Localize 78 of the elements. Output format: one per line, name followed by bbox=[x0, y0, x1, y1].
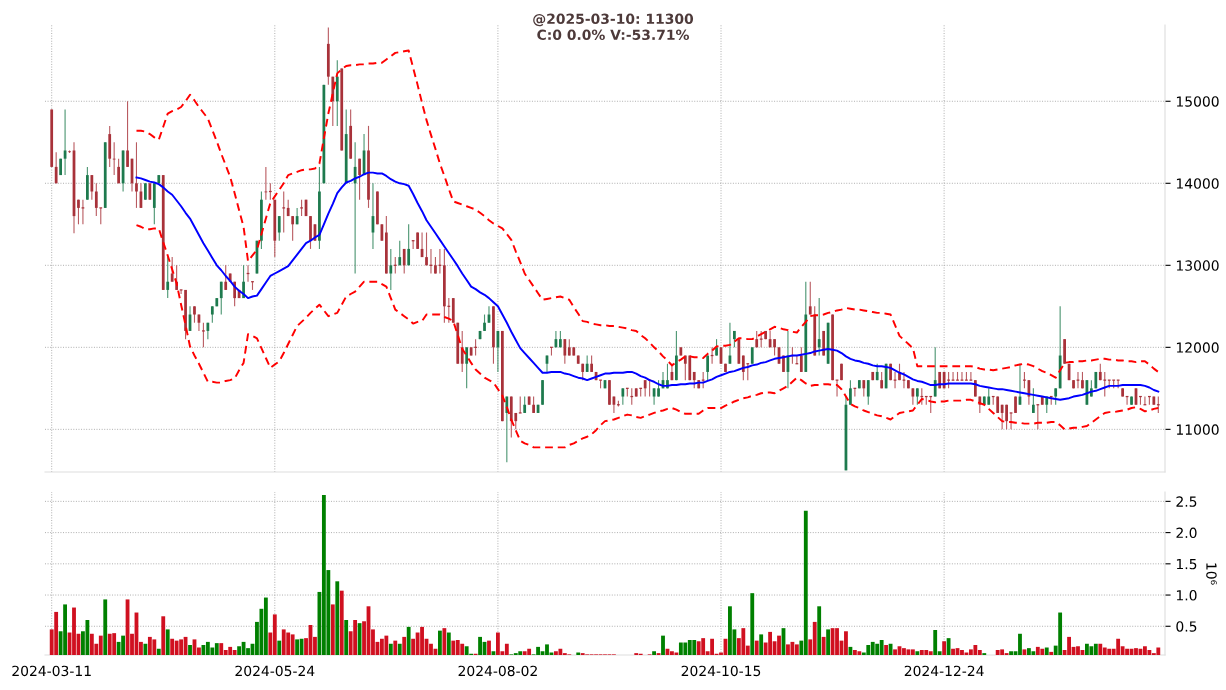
candlestick bbox=[353, 141, 357, 275]
y-tick-label: 1.5 bbox=[1176, 558, 1197, 570]
chart-subtitle: C:0 0.0% V:-53.71% bbox=[537, 29, 690, 41]
candlestick bbox=[117, 158, 121, 184]
candlestick bbox=[291, 215, 295, 242]
candlestick bbox=[407, 223, 411, 266]
candlestick bbox=[1005, 404, 1008, 430]
candlestick bbox=[201, 322, 206, 348]
line-series bbox=[135, 224, 1160, 449]
candlestick bbox=[446, 297, 451, 324]
candlestick bbox=[193, 305, 196, 324]
candlestick bbox=[224, 264, 228, 291]
candlestick bbox=[465, 346, 469, 389]
candlestick bbox=[794, 354, 799, 365]
candlestick bbox=[1116, 379, 1121, 389]
candlestick bbox=[277, 215, 281, 242]
candlestick bbox=[817, 297, 821, 357]
candlestick bbox=[849, 379, 852, 406]
candlestick bbox=[389, 248, 393, 291]
candlestick bbox=[1014, 395, 1017, 414]
chart-title: @2025-03-10: 11300 bbox=[533, 13, 694, 27]
y-axis-title: 10⁶ bbox=[1206, 563, 1217, 585]
candlestick bbox=[179, 289, 184, 295]
candlestick bbox=[398, 240, 402, 266]
candlestick bbox=[126, 100, 129, 168]
candlestick bbox=[166, 256, 170, 299]
x-tick-label: 2024-10-15 bbox=[681, 665, 761, 677]
candlestick bbox=[135, 141, 138, 209]
candlestick bbox=[799, 346, 803, 373]
candlestick bbox=[460, 330, 464, 373]
candlestick bbox=[1000, 404, 1004, 430]
line-series bbox=[135, 49, 1160, 379]
y-tick-label: 2.0 bbox=[1176, 527, 1197, 539]
candlestick bbox=[1130, 395, 1133, 406]
candlestick bbox=[724, 363, 727, 373]
candlestick bbox=[741, 354, 745, 381]
candlestick bbox=[242, 264, 245, 299]
candlestick bbox=[933, 346, 937, 398]
x-tick-label: 2024-05-24 bbox=[235, 665, 315, 677]
y-tick-label: 14000 bbox=[1176, 178, 1219, 189]
y-tick-label: 11000 bbox=[1176, 424, 1219, 435]
candlestick bbox=[483, 313, 486, 332]
candlestick bbox=[866, 379, 870, 406]
candlestick bbox=[425, 231, 428, 266]
candlestick bbox=[309, 215, 312, 250]
candlestick bbox=[683, 354, 687, 381]
candlestick bbox=[112, 141, 116, 176]
candlestick bbox=[264, 166, 268, 201]
candlestick bbox=[94, 182, 98, 217]
y-tick-label: 2.5 bbox=[1176, 496, 1197, 507]
candlestick bbox=[1072, 379, 1075, 389]
candlestick bbox=[219, 281, 223, 316]
candlestick bbox=[80, 199, 85, 225]
candlestick bbox=[541, 379, 544, 406]
y-tick-label: 13000 bbox=[1176, 260, 1219, 271]
x-tick-label: 2024-08-02 bbox=[458, 665, 537, 677]
candlestick bbox=[808, 281, 812, 316]
y-tick-label: 12000 bbox=[1176, 342, 1219, 353]
candlestick bbox=[563, 338, 567, 365]
candlestick bbox=[358, 158, 361, 201]
y-tick-label: 1.0 bbox=[1176, 590, 1197, 601]
candlestick bbox=[1102, 371, 1107, 398]
candlestick bbox=[706, 354, 710, 381]
candlestick bbox=[367, 125, 370, 209]
y-tick-label: 0.5 bbox=[1176, 621, 1197, 632]
candlestick bbox=[968, 371, 973, 381]
candlestick bbox=[1035, 404, 1040, 430]
x-tick-label: 2024-12-24 bbox=[904, 665, 984, 677]
x-tick-label: 2024-03-11 bbox=[12, 665, 91, 677]
candlestick bbox=[77, 199, 80, 225]
candlestick bbox=[281, 190, 286, 234]
candlestick bbox=[54, 151, 58, 184]
candlestick bbox=[840, 363, 843, 381]
y-tick-label: 15000 bbox=[1176, 96, 1219, 107]
candlestick bbox=[852, 387, 857, 398]
candlestick bbox=[90, 174, 94, 201]
candlestick bbox=[402, 248, 406, 275]
candlestick bbox=[1031, 387, 1035, 414]
